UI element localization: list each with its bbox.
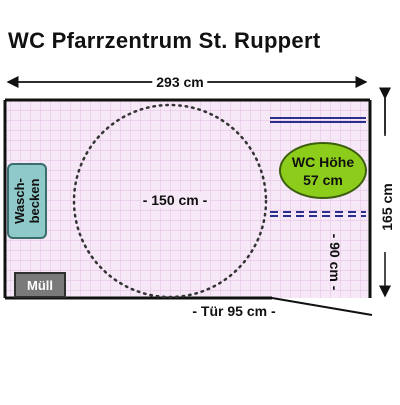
toilet-label-line1: WC Höhe	[291, 154, 355, 170]
washbasin-label-line2: becken	[27, 178, 42, 224]
waste-bin-label: Müll	[27, 277, 53, 293]
door-width-label: - Tür 95 cm -	[192, 303, 276, 319]
turning-circle	[72, 103, 268, 299]
waste-bin: Müll	[14, 272, 66, 298]
width-label: 293 cm	[152, 74, 208, 90]
grab-bar-top	[270, 117, 366, 123]
grab-bar-bottom	[270, 211, 366, 217]
circle-diameter-label: - 150 cm -	[140, 192, 210, 208]
toilet: WC Höhe 57 cm	[279, 142, 367, 199]
height-label: 165 cm	[379, 172, 395, 242]
page-title: WC Pfarrzentrum St. Ruppert	[8, 28, 321, 53]
washbasin-label: Wasch- becken	[12, 178, 42, 224]
door-leaf	[271, 297, 373, 316]
wc-depth-label: - 90 cm -	[327, 233, 343, 291]
washbasin-label-line1: Wasch-	[12, 178, 27, 224]
walls	[3, 98, 372, 300]
toilet-label-line2: 57 cm	[303, 172, 343, 188]
washbasin: Wasch- becken	[7, 163, 47, 239]
